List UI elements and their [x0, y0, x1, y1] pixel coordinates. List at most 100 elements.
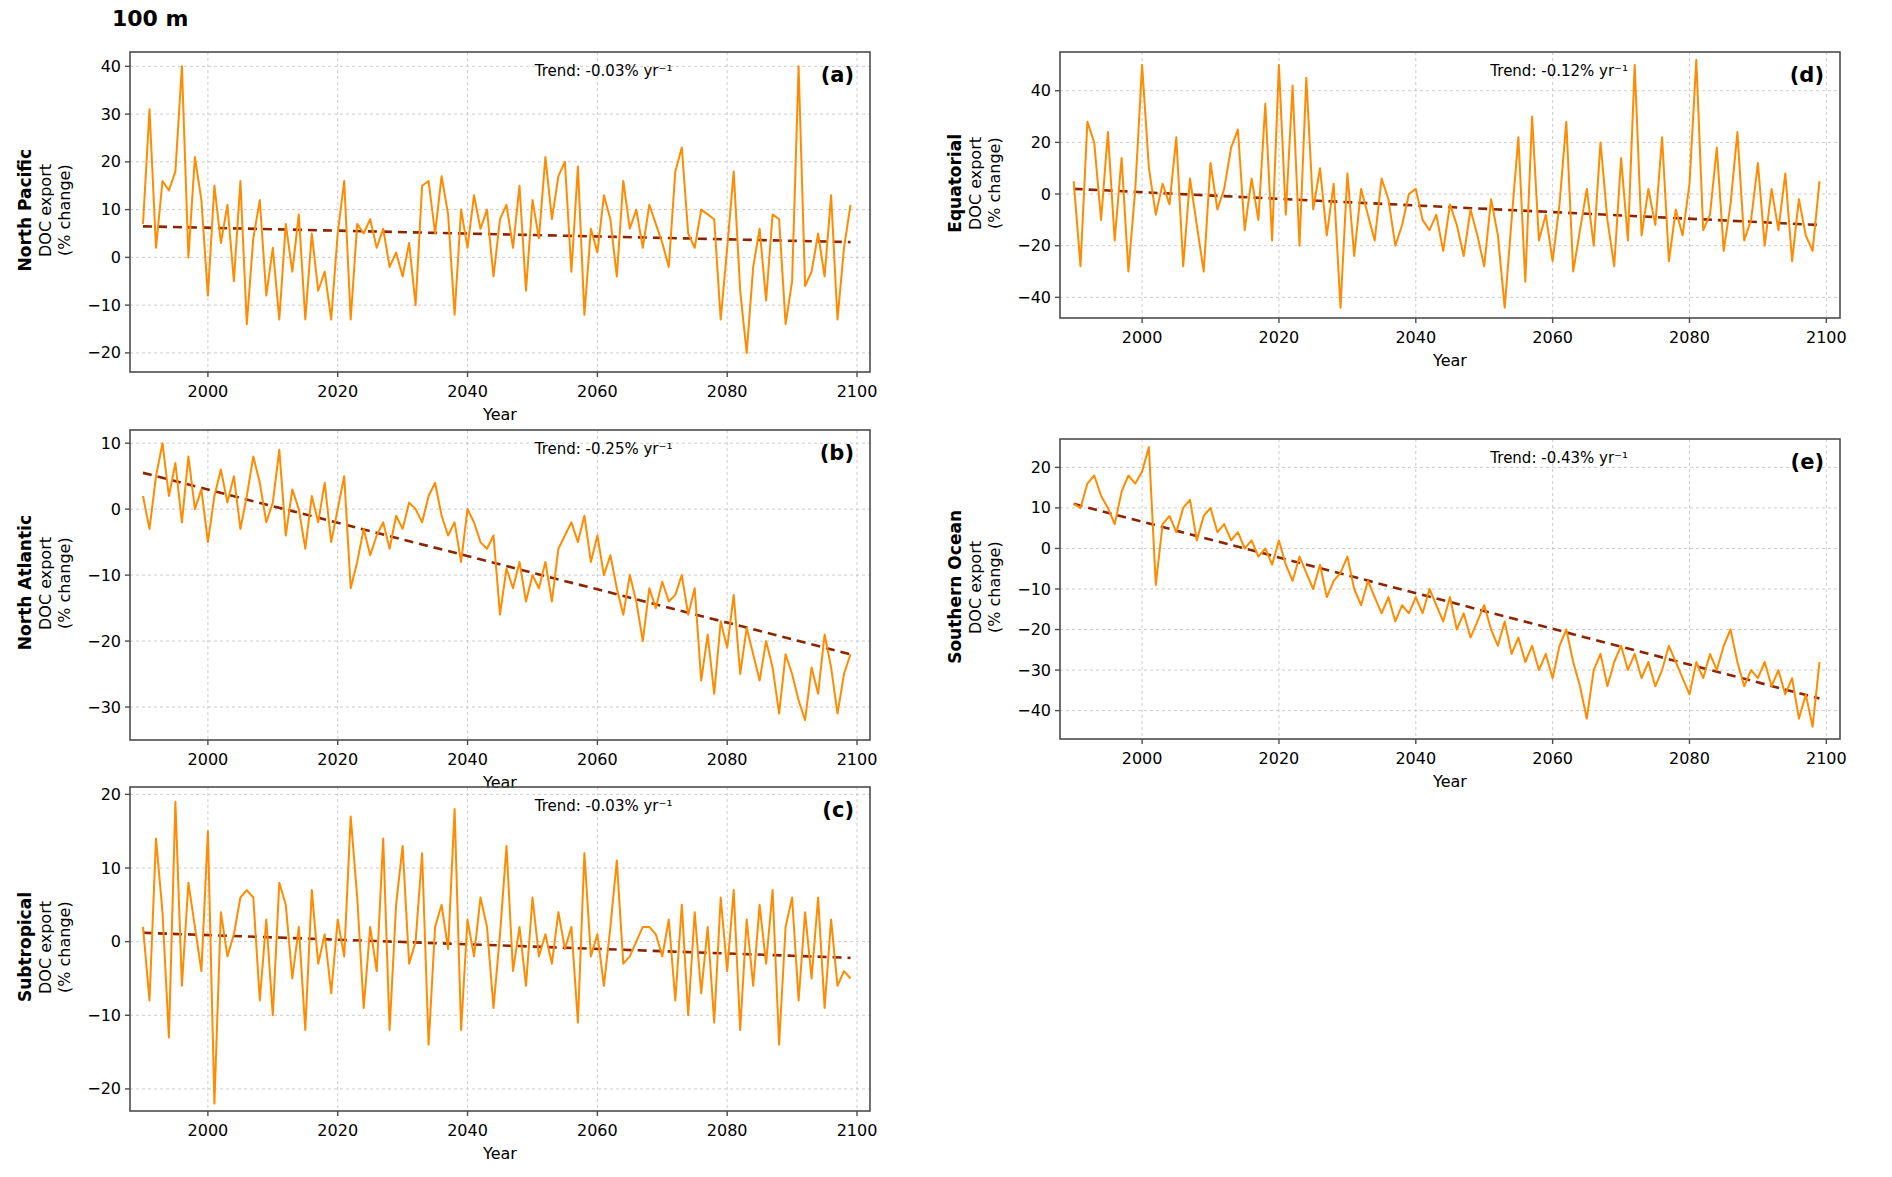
x-tick-label: 2060	[577, 750, 618, 769]
region-label: North Atlantic	[16, 515, 36, 650]
x-tick-label: 2000	[188, 1121, 229, 1140]
panel-north-pacific: North Pacific DOC export (% change) −20 −…	[18, 38, 884, 430]
panel-letter: (e)	[1791, 450, 1824, 474]
x-tick-label: 2060	[577, 1121, 618, 1140]
x-tick-label: 2080	[1669, 749, 1710, 768]
chart-equatorial: −40−2002040200020202040206020802100YearT…	[1002, 38, 1854, 376]
y-tick-label: 0	[111, 932, 121, 951]
y-axis-label: DOC export (% change)	[36, 901, 74, 994]
x-tick-label: 2000	[188, 382, 229, 401]
region-label: Equatorial	[946, 134, 966, 233]
y-tick-label: 10	[101, 859, 121, 878]
x-tick-label: 2060	[577, 382, 618, 401]
panel-equatorial: Equatorial DOC export (% change) −40 −20 0…	[948, 38, 1854, 376]
panel-letter: (d)	[1790, 63, 1824, 87]
x-tick-label: 2020	[317, 750, 358, 769]
series-line	[143, 802, 851, 1104]
y-tick-label: −40	[1017, 288, 1051, 307]
x-tick-label: 2080	[1669, 328, 1710, 347]
x-tick-label: 2100	[837, 1121, 878, 1140]
y-tick-label: 20	[1031, 458, 1051, 477]
x-tick-label: 2000	[1122, 328, 1163, 347]
y-axis-label: DOC export (% change)	[36, 537, 74, 630]
y-tick-label: 20	[101, 152, 121, 171]
y-tick-label: −30	[87, 698, 121, 717]
x-tick-label: 2020	[1259, 749, 1300, 768]
x-axis-label: Year	[482, 1144, 517, 1163]
y-tick-label: −20	[87, 632, 121, 651]
x-tick-label: 2020	[317, 1121, 358, 1140]
panel-southern-ocean: Southern Ocean DOC export (% change) −40…	[948, 425, 1854, 797]
x-tick-label: 2080	[707, 382, 748, 401]
y-tick-label: 40	[101, 57, 121, 76]
x-axis-label: Year	[1432, 351, 1467, 370]
region-label: Southern Ocean	[946, 510, 966, 664]
y-axis-side-labels: Subtropical DOC export (% change)	[18, 773, 72, 1169]
chart-north-pacific: −20−10010203040200020202040206020802100Y…	[72, 38, 884, 430]
x-tick-label: 2020	[1259, 328, 1300, 347]
y-tick-label: −10	[1017, 580, 1051, 599]
x-tick-label: 2040	[447, 382, 488, 401]
x-tick-label: 2040	[447, 1121, 488, 1140]
x-tick-label: 2020	[317, 382, 358, 401]
y-axis-label: DOC export (% change)	[966, 137, 1004, 230]
figure-title: 100 m	[112, 6, 189, 31]
x-tick-label: 2000	[188, 750, 229, 769]
y-tick-label: −10	[87, 296, 121, 315]
series-line	[1074, 447, 1820, 727]
series-line	[1074, 60, 1820, 308]
x-tick-label: 2100	[837, 750, 878, 769]
x-axis-label: Year	[1432, 772, 1467, 791]
x-tick-label: 2080	[707, 750, 748, 769]
y-axis-label: DOC export (% change)	[36, 164, 74, 257]
trend-annotation: Trend: -0.25% yr⁻¹	[534, 440, 673, 458]
y-tick-label: 0	[111, 248, 121, 267]
chart-subtropical: −20−1001020200020202040206020802100YearT…	[72, 773, 884, 1169]
plot-frame	[1060, 52, 1840, 318]
panel-letter: (b)	[820, 441, 854, 465]
trend-annotation: Trend: -0.03% yr⁻¹	[534, 797, 673, 815]
y-tick-label: −20	[87, 343, 121, 362]
plot-frame	[130, 787, 870, 1111]
trend-annotation: Trend: -0.03% yr⁻¹	[534, 62, 673, 80]
y-tick-label: 0	[1041, 185, 1051, 204]
y-tick-label: 20	[1031, 133, 1051, 152]
x-tick-label: 2040	[1395, 328, 1436, 347]
x-tick-label: 2100	[837, 382, 878, 401]
y-tick-label: 30	[101, 105, 121, 124]
y-tick-label: 0	[111, 500, 121, 519]
x-tick-label: 2100	[1806, 328, 1847, 347]
y-tick-label: 0	[1041, 539, 1051, 558]
x-tick-label: 2100	[1806, 749, 1847, 768]
trend-annotation: Trend: -0.43% yr⁻¹	[1489, 449, 1628, 467]
x-tick-label: 2040	[1395, 749, 1436, 768]
y-tick-label: −30	[1017, 661, 1051, 680]
region-label: Subtropical	[16, 892, 36, 1002]
figure-doc-export-100m: 100 m North Pacific DOC export (% change…	[0, 0, 1892, 1177]
y-axis-side-labels: North Pacific DOC export (% change)	[18, 38, 72, 430]
x-tick-label: 2060	[1532, 328, 1573, 347]
series-line	[143, 443, 851, 720]
x-tick-label: 2060	[1532, 749, 1573, 768]
region-label: North Pacific	[16, 149, 36, 272]
y-axis-side-labels: North Atlantic DOC export (% change)	[18, 416, 72, 798]
panel-letter: (a)	[821, 63, 854, 87]
x-tick-label: 2040	[447, 750, 488, 769]
panel-letter: (c)	[822, 798, 854, 822]
y-tick-label: −20	[1017, 236, 1051, 255]
chart-north-atlantic: −30−20−10010200020202040206020802100Year…	[72, 416, 884, 798]
y-tick-label: −20	[1017, 620, 1051, 639]
chart-southern-ocean: −40 −30 −20 −10 0 10 20 2000 2020 2040 2060 2080 210…	[1002, 425, 1854, 797]
y-tick-label: 10	[101, 200, 121, 219]
x-tick-label: 2000	[1122, 749, 1163, 768]
panel-north-atlantic: North Atlantic DOC export (% change) −30…	[18, 416, 884, 798]
plot-frame	[130, 430, 870, 740]
y-axis-side-labels: Southern Ocean DOC export (% change)	[948, 425, 1002, 797]
y-tick-label: 10	[101, 434, 121, 453]
y-tick-label: −10	[87, 566, 121, 585]
y-tick-label: −40	[1017, 701, 1051, 720]
y-axis-label: DOC export (% change)	[966, 541, 1004, 634]
y-tick-label: 40	[1031, 81, 1051, 100]
y-tick-label: 10	[1031, 498, 1051, 517]
panel-subtropical: Subtropical DOC export (% change) −20−10…	[18, 773, 884, 1169]
